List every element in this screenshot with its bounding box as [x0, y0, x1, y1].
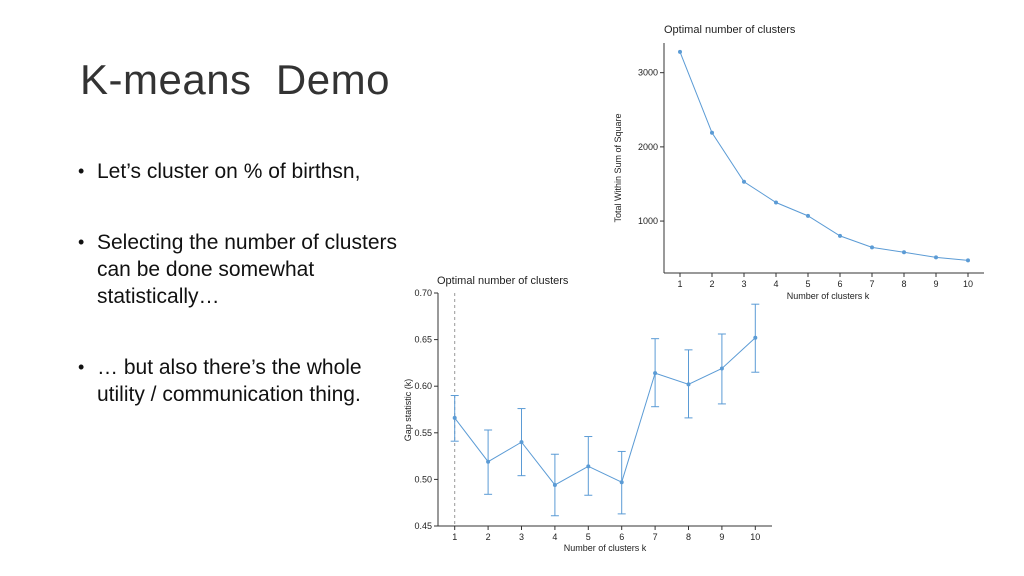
- y-tick-label: 0.45: [414, 521, 432, 531]
- data-point: [806, 213, 810, 218]
- y-tick-label: 2000: [638, 142, 658, 152]
- data-point: [452, 415, 457, 420]
- y-tick-label: 1000: [638, 216, 658, 226]
- bullet-dot-icon: •: [78, 357, 85, 377]
- bullet-item: • Let’s cluster on % of birthsn,: [78, 158, 398, 185]
- x-axis-label: Number of clusters k: [787, 291, 870, 301]
- bullet-dot-icon: •: [78, 232, 85, 252]
- bullet-dot-icon: •: [78, 161, 85, 181]
- data-point: [552, 482, 557, 487]
- series-line: [454, 337, 756, 486]
- x-tick-label: 10: [750, 532, 760, 542]
- y-axis-label: Gap statistic (k): [403, 379, 413, 442]
- x-tick-label: 7: [869, 279, 874, 289]
- data-point: [753, 335, 758, 340]
- x-tick-label: 10: [963, 279, 973, 289]
- plot-area: 1 2 3 4 5 6 7 8 9 10 1000 2000 3000: [638, 43, 984, 289]
- x-tick-label: 9: [933, 279, 938, 289]
- bullet-item: • Selecting the number of clusters can be…: [78, 229, 398, 310]
- data-point: [678, 49, 682, 54]
- data-point: [934, 255, 938, 260]
- bullet-text: Let’s cluster on % of birthsn,: [97, 160, 361, 183]
- gap-statistic-chart: Optimal number of clusters 1 2 3 4 5 6 7 8 9 10 0.…: [403, 275, 772, 553]
- y-tick-label: 0.50: [414, 474, 432, 484]
- x-tick-label: 4: [552, 532, 557, 542]
- x-tick-label: 1: [452, 532, 457, 542]
- data-point: [870, 245, 874, 250]
- x-tick-label: 6: [837, 279, 842, 289]
- data-point: [742, 179, 746, 184]
- x-tick-label: 4: [773, 279, 778, 289]
- bullet-list: • Let’s cluster on % of birthsn, • Selecti…: [78, 158, 398, 452]
- bullet-item: • … but also there’s the whole utility / …: [78, 354, 398, 408]
- data-point: [838, 233, 842, 238]
- x-tick-label: 8: [686, 532, 691, 542]
- data-point: [486, 459, 491, 464]
- elbow-chart: Optimal number of clusters 1 2 3 4 5 6 7 8 9 10 10…: [613, 24, 984, 301]
- x-axis-label: Number of clusters k: [564, 543, 647, 553]
- x-tick-label: 5: [586, 532, 591, 542]
- x-tick-label: 8: [901, 279, 906, 289]
- x-tick-label: 6: [619, 532, 624, 542]
- y-tick-label: 0.60: [414, 381, 432, 391]
- data-point: [966, 258, 970, 263]
- data-point: [710, 130, 714, 135]
- x-tick-label: 3: [741, 279, 746, 289]
- x-tick-label: 2: [709, 279, 714, 289]
- y-tick-label: 0.65: [414, 335, 432, 345]
- x-tick-label: 5: [805, 279, 810, 289]
- x-tick-label: 7: [653, 532, 658, 542]
- data-point: [902, 250, 906, 255]
- y-tick-label: 3000: [638, 68, 658, 78]
- data-point: [774, 200, 778, 205]
- data-point: [519, 440, 524, 445]
- x-tick-label: 2: [486, 532, 491, 542]
- slide-title: K-means Demo: [80, 56, 390, 103]
- y-tick-label: 0.70: [414, 288, 432, 298]
- series-line: [679, 51, 969, 261]
- data-point: [686, 382, 691, 387]
- y-axis-label: Total Within Sum of Square: [613, 113, 623, 222]
- data-point: [653, 371, 658, 376]
- x-tick-label: 9: [719, 532, 724, 542]
- y-tick-label: 0.55: [414, 428, 432, 438]
- x-tick-label: 3: [519, 532, 524, 542]
- chart-title: Optimal number of clusters: [664, 24, 796, 36]
- bullet-text: … but also there’s the whole utility / c…: [97, 356, 362, 406]
- chart-title: Optimal number of clusters: [437, 275, 569, 287]
- x-tick-label: 1: [677, 279, 682, 289]
- bullet-text: Selecting the number of clusters can be …: [97, 231, 397, 308]
- data-point: [586, 464, 591, 469]
- data-point: [719, 366, 724, 371]
- data-point: [619, 480, 624, 485]
- plot-area: 1 2 3 4 5 6 7 8 9 10 0.45 0.50 0.55 0.60 0.65 0.70: [414, 288, 772, 542]
